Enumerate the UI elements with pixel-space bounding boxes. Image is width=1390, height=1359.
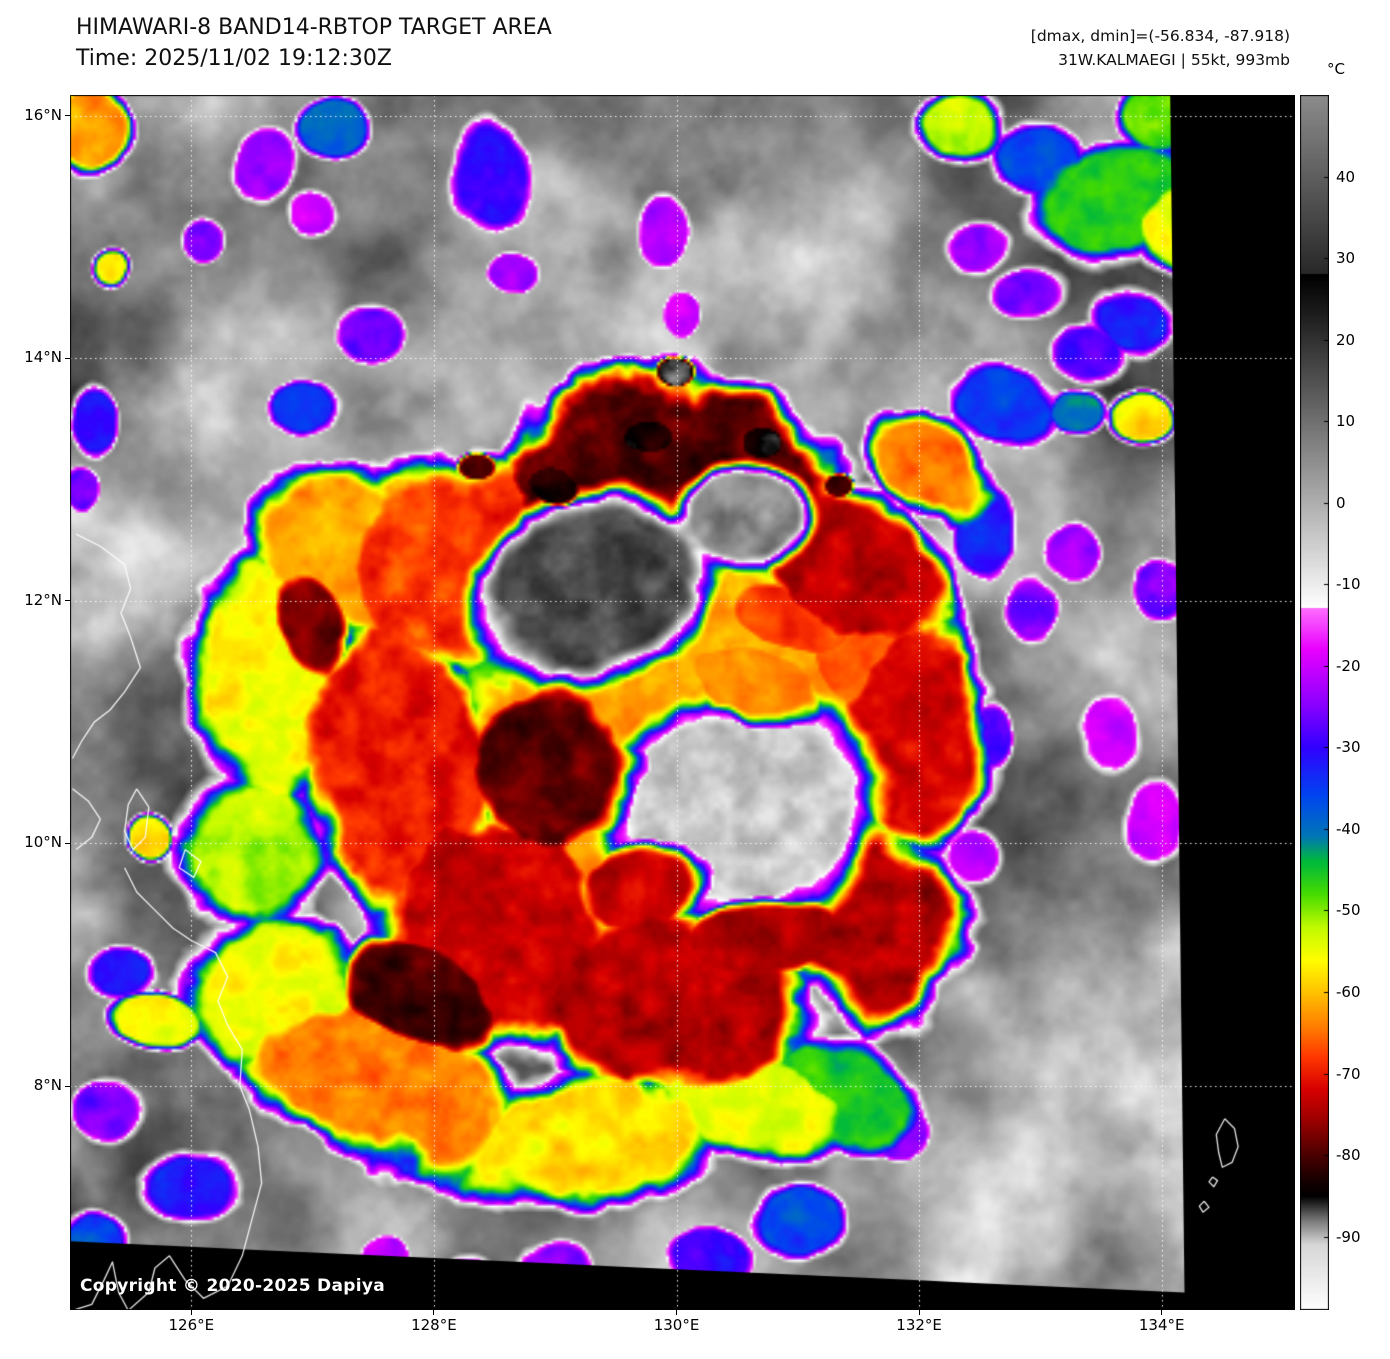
lon-tick-label: 126°E [168, 1316, 215, 1334]
lon-tick-label: 128°E [411, 1316, 457, 1334]
colorbar-tick-label: 20 [1336, 330, 1356, 349]
colorbar-tick-label: -10 [1336, 575, 1361, 594]
dmax-dmin-readout: [dmax, dmin]=(-56.834, -87.918) [1030, 27, 1290, 45]
lat-tick-label: 14°N [24, 348, 62, 367]
copyright-watermark: Copyright © 2020-2025 Dapiya [80, 1276, 385, 1296]
product-title: HIMAWARI-8 BAND14-RBTOP TARGET AREA [76, 15, 552, 40]
colorbar-tick-label: -50 [1336, 901, 1361, 920]
lon-tick-label: 130°E [653, 1316, 700, 1334]
colorbar-tick-label: 0 [1336, 493, 1346, 512]
map-plot-area: Copyright © 2020-2025 Dapiya [70, 95, 1295, 1310]
lon-tick-label: 132°E [896, 1316, 942, 1334]
lat-tick-mark [65, 115, 70, 117]
timestamp: Time: 2025/11/02 19:12:30Z [76, 46, 392, 71]
lon-tick-label: 134°E [1138, 1316, 1185, 1334]
lon-tick-mark [433, 1310, 435, 1315]
lon-tick-mark [1161, 1310, 1163, 1315]
colorbar-tick-label: -60 [1336, 982, 1361, 1001]
lat-tick-mark [65, 357, 70, 359]
colorbar-unit-label: °C [1327, 60, 1345, 78]
colorbar-tick-label: -80 [1336, 1146, 1361, 1165]
satellite-imagery-canvas [70, 95, 1295, 1310]
header: HIMAWARI-8 BAND14-RBTOP TARGET AREA Time… [76, 12, 552, 74]
lon-tick-mark [676, 1310, 677, 1315]
lat-tick-label: 8°N [33, 1076, 62, 1095]
colorbar-tick-label: 30 [1336, 249, 1356, 268]
lat-tick-mark [65, 842, 70, 844]
colorbar-tick-label: -70 [1336, 1064, 1361, 1083]
lon-tick-mark [918, 1310, 920, 1315]
lat-tick-label: 10°N [24, 833, 62, 852]
colorbar-tick-label: -30 [1336, 738, 1361, 757]
colorbar-tick-label: 40 [1336, 167, 1356, 186]
header-right: [dmax, dmin]=(-56.834, -87.918) 31W.KALM… [1031, 24, 1290, 72]
lat-tick-mark [65, 600, 70, 602]
colorbar-tick-label: 10 [1336, 412, 1356, 431]
lat-tick-label: 12°N [24, 590, 62, 609]
colorbar-tick-label: -90 [1336, 1227, 1361, 1246]
colorbar-canvas [1300, 95, 1329, 1310]
colorbar-tick-label: -40 [1336, 819, 1361, 838]
colorbar-tick-label: -20 [1336, 656, 1361, 675]
lon-tick-mark [190, 1310, 192, 1315]
storm-info: 31W.KALMAEGI | 55kt, 993mb [1058, 51, 1290, 69]
lat-tick-label: 16°N [24, 105, 62, 124]
lat-tick-mark [65, 1085, 70, 1087]
